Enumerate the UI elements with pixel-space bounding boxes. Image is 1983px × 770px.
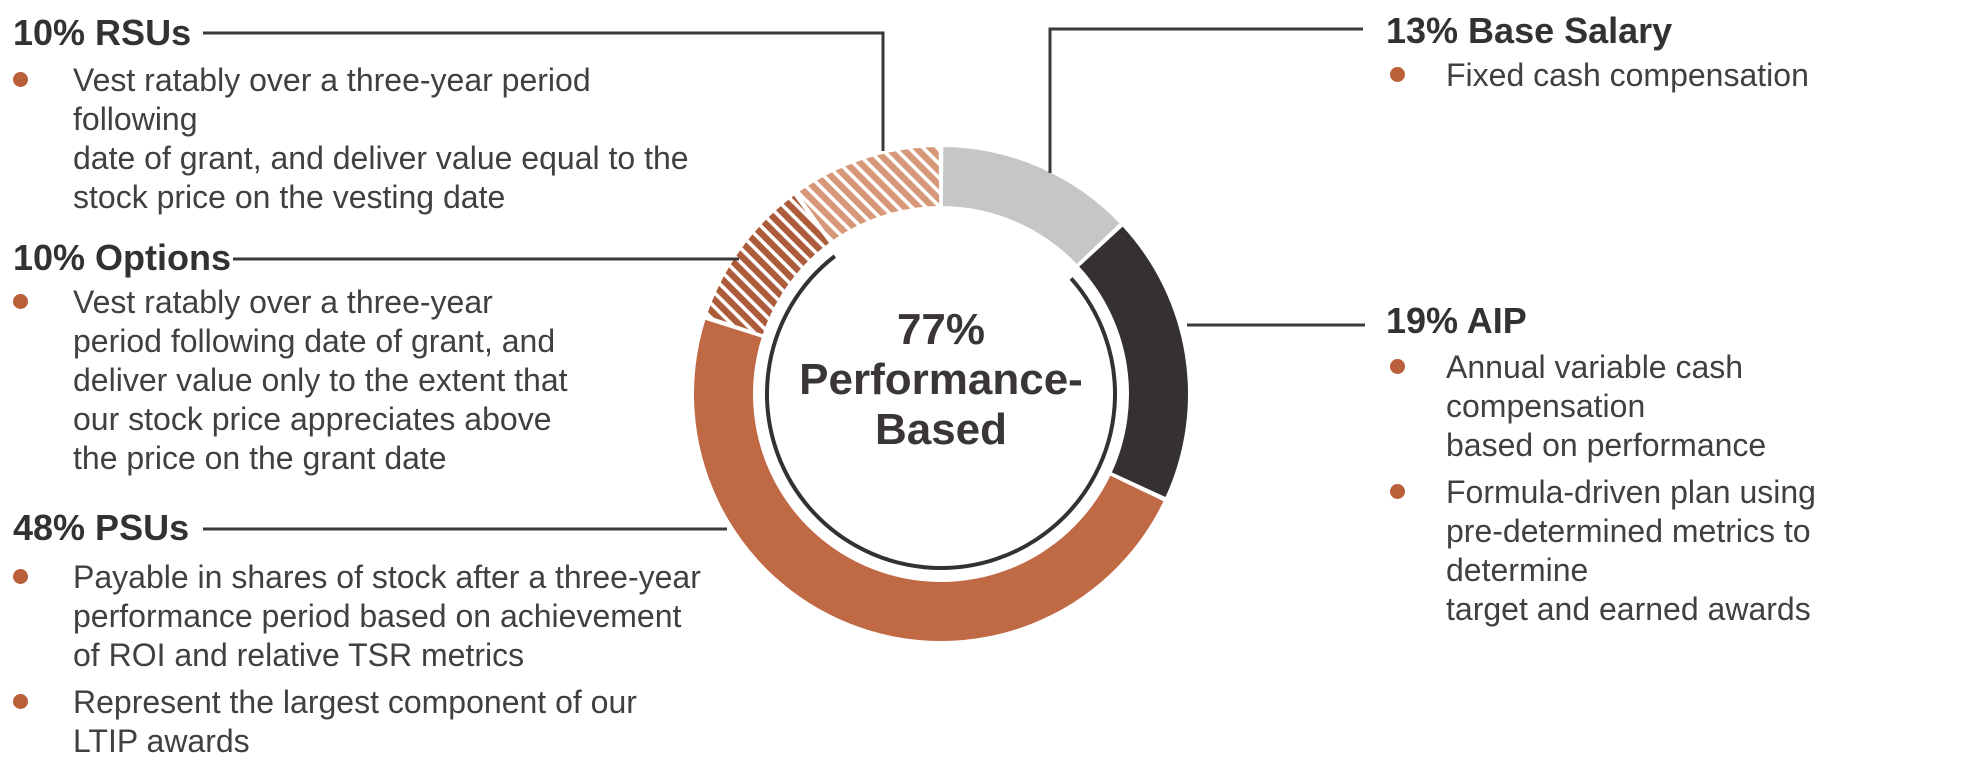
heading-aip: 19% AIP [1386, 300, 1527, 341]
donut-center-label: 77% Performance- Based [799, 305, 1083, 454]
heading-rsus: 10% RSUs [13, 12, 192, 53]
donut-segment-psus [693, 319, 1164, 642]
list-item: Fixed cash compensation [1388, 56, 1928, 95]
base-salary-bullet-list: Fixed cash compensation [1388, 56, 1928, 103]
heading-psus: 48% PSUs [13, 507, 190, 548]
leader-line-base-salary [1048, 27, 1363, 173]
psus-bullet-list: Payable in shares of stock after a three… [13, 558, 713, 769]
list-item: Formula-driven plan using pre-determined… [1388, 473, 1928, 629]
donut-segment-base-salary [942, 147, 1120, 264]
list-item: Vest ratably over a three-year period fo… [13, 61, 713, 217]
donut-segments [693, 147, 1188, 642]
list-item: Represent the largest component of our L… [13, 683, 713, 761]
heading-options: 10% Options [13, 237, 232, 278]
heading-base-salary: 13% Base Salary [1386, 10, 1673, 51]
donut-segment-options [706, 195, 830, 335]
list-item: Annual variable cash compensation based … [1388, 348, 1928, 465]
donut-segment-aip [1079, 226, 1188, 498]
performance-based-arc [765, 254, 1117, 570]
list-item: Payable in shares of stock after a three… [13, 558, 713, 675]
list-item: Vest ratably over a three-year period fo… [13, 283, 713, 478]
leader-line-rsus [203, 31, 885, 151]
donut-segment-rsus [797, 147, 940, 241]
aip-bullet-list: Annual variable cash compensation based … [1388, 348, 1928, 637]
rsus-bullet-list: Vest ratably over a three-year period fo… [13, 61, 713, 225]
options-bullet-list: Vest ratably over a three-year period fo… [13, 283, 713, 486]
